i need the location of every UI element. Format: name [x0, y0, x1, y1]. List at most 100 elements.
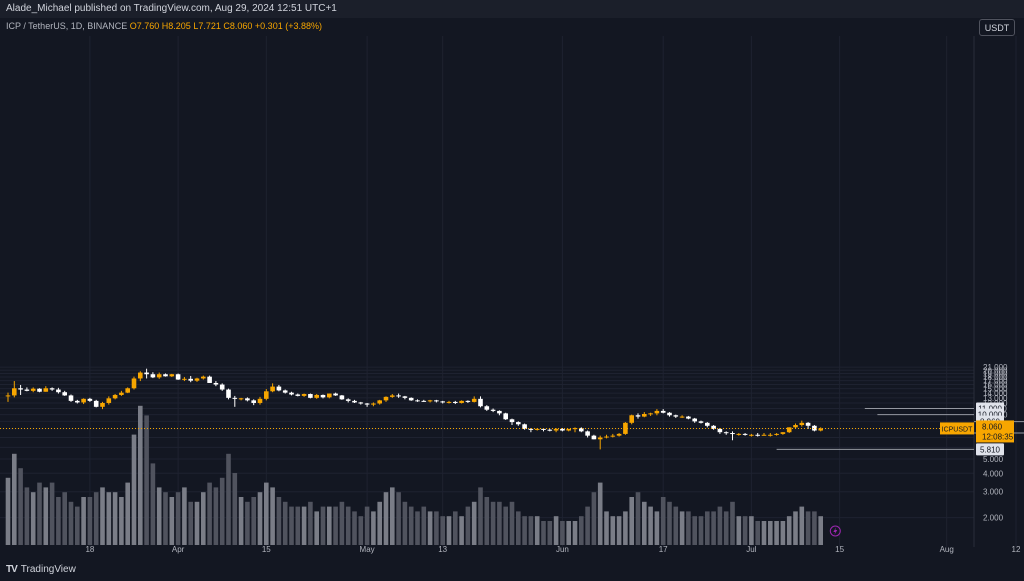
volume-bar	[156, 487, 162, 545]
volume-bar	[390, 487, 395, 545]
volume-bar	[119, 497, 124, 545]
candle-body	[585, 431, 590, 436]
candle-body	[654, 410, 660, 414]
volume-bar	[56, 497, 61, 545]
volume-bar	[723, 511, 729, 545]
volume-bar	[138, 405, 143, 545]
candle-body	[138, 372, 143, 379]
volume-bar	[572, 521, 578, 545]
tradingview-logo[interactable]: TV TradingView	[6, 564, 76, 575]
candle-body	[698, 421, 704, 423]
candle-body	[673, 415, 679, 417]
symbol-name[interactable]: ICP / TetherUS, 1D, BINANCE	[6, 21, 128, 31]
candle-body	[49, 388, 55, 390]
candle-body	[465, 400, 471, 402]
volume-bar	[629, 497, 634, 545]
candle-body	[333, 393, 338, 396]
candle-body	[24, 389, 30, 391]
volume-bar	[408, 506, 414, 545]
volume-bar	[37, 482, 42, 545]
candle-body	[289, 392, 294, 395]
x-tick-label: Jun	[556, 545, 569, 554]
candle-body	[591, 435, 597, 440]
volume-bar	[421, 506, 427, 545]
volume-bar	[201, 492, 206, 545]
candle-body	[282, 390, 288, 393]
volume-bar	[566, 521, 571, 545]
volume-bar	[62, 492, 67, 545]
volume-bar	[339, 501, 345, 545]
candle-body	[156, 374, 162, 378]
volume-bar	[528, 516, 534, 545]
candle-body	[314, 394, 319, 398]
brand-text: TradingView	[20, 564, 76, 575]
volume-bar	[194, 501, 200, 545]
candle-body	[232, 397, 238, 399]
x-tick-label: Apr	[172, 545, 185, 554]
x-tick-label: 18	[85, 545, 94, 554]
volume-bar	[100, 487, 105, 545]
candle-body	[68, 395, 74, 401]
candle-body	[56, 389, 61, 393]
price-tag	[976, 420, 1014, 443]
y-tick-label: 21.000	[983, 363, 1008, 372]
volume-bar	[686, 511, 691, 545]
volume-bar	[270, 487, 275, 545]
candle-body	[547, 429, 553, 431]
candle-body	[175, 374, 181, 380]
volume-bar	[188, 501, 193, 545]
candle-body	[503, 413, 508, 420]
candle-body	[43, 388, 49, 392]
volume-bar	[642, 501, 647, 545]
y-tick-label: 17.000	[983, 377, 1008, 386]
volume-bar	[761, 521, 767, 545]
volume-bar	[182, 487, 187, 545]
volume-bar	[635, 492, 641, 545]
volume-bar	[768, 521, 773, 545]
candle-body	[201, 376, 206, 379]
currency-button[interactable]: USDT	[979, 19, 1015, 36]
candle-body	[371, 403, 376, 405]
candle-body	[295, 394, 301, 396]
volume-bar	[786, 516, 792, 545]
candle-body	[327, 393, 332, 398]
volume-bar	[308, 501, 313, 545]
volume-bar	[93, 492, 99, 545]
y-tick-label: 20.000	[983, 366, 1008, 375]
published-bar	[0, 0, 1024, 18]
x-tick-label: May	[360, 545, 375, 554]
volume-bar	[705, 511, 710, 545]
y-tick-label: 16.000	[983, 381, 1008, 390]
candle-body	[352, 400, 357, 403]
candle-body	[383, 396, 389, 401]
volume-bar	[345, 506, 351, 545]
y-tick-label: 5.000	[983, 455, 1004, 464]
volume-bar	[503, 506, 508, 545]
candle-body	[768, 434, 773, 436]
volume-bar	[282, 501, 288, 545]
volume-bar	[112, 492, 118, 545]
price-chart[interactable]: 2.0003.0004.0005.0006.0007.0008.0009.000…	[0, 0, 1024, 561]
volume-bar	[755, 521, 760, 545]
volume-bar	[623, 511, 628, 545]
candle-body	[566, 428, 571, 431]
candle-body	[629, 415, 634, 423]
candle-body	[761, 434, 767, 436]
volume-bar	[818, 516, 823, 545]
x-tick-label: Aug	[940, 545, 954, 554]
volume-bar	[440, 516, 445, 545]
candle-body	[308, 394, 313, 398]
volume-bar	[251, 497, 256, 545]
candle-body	[509, 419, 515, 423]
volume-bar	[49, 482, 55, 545]
volume-bar	[289, 506, 294, 545]
volume-bar	[509, 501, 515, 545]
change-value: +0.301 (+3.88%)	[254, 21, 322, 31]
level-tag-label: 10.000	[978, 411, 1003, 420]
volume-bar	[459, 516, 464, 545]
volume-bar	[579, 516, 584, 545]
volume-bar	[698, 516, 704, 545]
candle-body	[717, 428, 723, 433]
candle-body	[686, 416, 691, 419]
volume-bar	[434, 511, 439, 545]
